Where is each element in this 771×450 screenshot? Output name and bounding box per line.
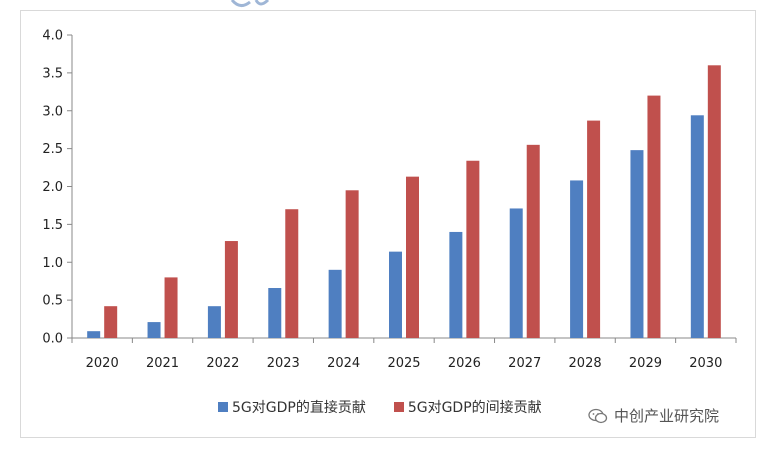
x-tick-label: 2023 xyxy=(267,356,300,371)
bar-direct xyxy=(449,231,463,338)
y-tick-label: 3.0 xyxy=(42,104,63,119)
y-tick-label: 0.0 xyxy=(42,332,63,347)
bar-direct xyxy=(389,251,402,338)
bar-indirect xyxy=(587,120,601,338)
bar-indirect xyxy=(406,176,419,338)
bar-indirect xyxy=(164,277,178,338)
bar-indirect xyxy=(285,209,299,338)
watermark-text: 中创产业研究院 xyxy=(614,407,720,425)
bar-indirect xyxy=(526,144,540,338)
legend-label-direct: 5G对GDP的直接贡献 xyxy=(232,400,366,416)
legend-swatch-indirect xyxy=(393,402,404,412)
bar-indirect xyxy=(104,306,118,338)
y-tick-label: 2.0 xyxy=(42,180,63,195)
bar-direct xyxy=(690,115,704,338)
bar-indirect xyxy=(707,65,721,339)
x-tick-label: 2030 xyxy=(689,356,722,371)
legend-item-indirect: 5G对GDP的间接贡献 xyxy=(393,397,542,417)
y-tick-label: 2.5 xyxy=(42,142,63,157)
bar-direct xyxy=(509,208,523,338)
x-tick-label: 2021 xyxy=(146,356,179,371)
legend: 5G对GDP的直接贡献 5G对GDP的间接贡献 xyxy=(218,397,542,417)
x-tick-label: 2026 xyxy=(448,356,481,371)
legend-item-direct: 5G对GDP的直接贡献 xyxy=(218,397,366,417)
watermark: 中创产业研究院 xyxy=(588,405,719,426)
y-tick-label: 0.5 xyxy=(42,294,63,309)
y-tick-label: 3.5 xyxy=(42,66,63,81)
y-tick-label: 1.5 xyxy=(42,218,63,233)
bar-direct xyxy=(630,150,644,338)
x-tick-label: 2028 xyxy=(569,356,602,371)
logo-fragment-icon xyxy=(230,0,270,7)
bar-indirect xyxy=(224,241,238,338)
bar-direct xyxy=(207,306,221,338)
x-tick-label: 2029 xyxy=(629,356,662,371)
y-tick-label: 1.0 xyxy=(42,256,63,271)
x-tick-label: 2025 xyxy=(387,356,420,371)
wechat-icon xyxy=(588,408,608,423)
x-tick-label: 2022 xyxy=(206,356,239,371)
bar-direct xyxy=(570,180,584,338)
bar-direct xyxy=(268,288,282,338)
x-tick-label: 2020 xyxy=(86,356,119,371)
y-tick-label: 4.0 xyxy=(42,29,63,44)
bar-direct xyxy=(147,322,161,338)
x-tick-label: 2024 xyxy=(327,356,360,371)
bar-direct xyxy=(87,331,101,338)
bar-indirect xyxy=(345,190,359,338)
bar-indirect xyxy=(647,95,661,338)
legend-label-indirect: 5G对GDP的间接贡献 xyxy=(407,400,542,416)
bar-direct xyxy=(328,269,342,338)
chart-frame xyxy=(20,10,756,438)
x-tick-label: 2027 xyxy=(508,356,541,371)
legend-swatch-direct xyxy=(218,402,228,412)
bar-indirect xyxy=(466,160,480,338)
